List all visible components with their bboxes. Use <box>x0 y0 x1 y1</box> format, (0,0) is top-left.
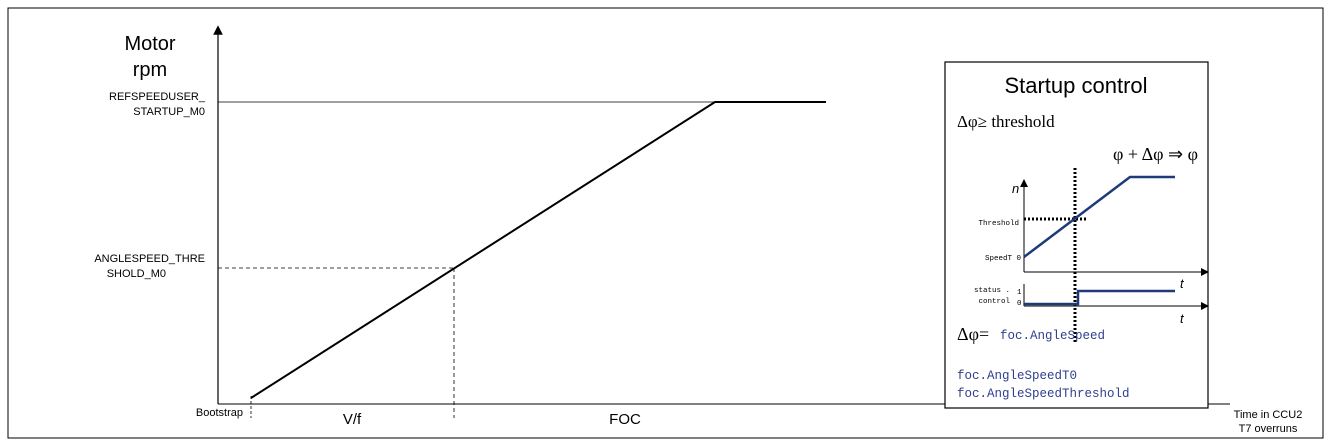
mini-t-axis-label: t <box>1180 276 1185 291</box>
bootstrap-label: Bootstrap <box>196 407 243 419</box>
var-angle-speed-threshold: foc.AngleSpeedThreshold <box>957 387 1130 401</box>
ref-speed-label-line1: REFSPEEDUSER_ <box>109 91 206 103</box>
x-axis-label-line2: T7 overruns <box>1239 423 1298 435</box>
y-axis-label-line1: Motor <box>124 33 175 55</box>
status-tick-0: 0 <box>1017 300 1022 308</box>
ref-speed-label-line2: STARTUP_M0 <box>133 106 205 118</box>
delta-phi-value: foc.AngleSpeed <box>1000 329 1105 343</box>
phase-update-rule: φ + Δφ ⇒ φ <box>1113 144 1198 164</box>
status-tick-1: 1 <box>1017 289 1022 297</box>
startup-box-frame <box>944 61 1209 409</box>
speed-ramp-line <box>250 101 826 399</box>
threshold-condition: Δφ≥ threshold <box>957 112 1055 131</box>
status-label-line1: status . <box>974 287 1010 295</box>
threshold-label-line1: ANGLESPEED_THRE <box>94 253 205 265</box>
mini-n-axis-label: n <box>1012 181 1019 196</box>
var-angle-speed-t0: foc.AngleSpeedT0 <box>957 369 1077 383</box>
mini-speedt-tick: SpeedT 0 <box>985 255 1022 263</box>
outer-frame <box>7 7 1324 439</box>
startup-box-title: Startup control <box>1004 73 1147 98</box>
main-plot: Motor rpm REFSPEEDUSER_ STARTUP_M0 ANGLE… <box>94 25 1303 435</box>
y-axis-label-line2: rpm <box>133 59 167 81</box>
foc-phase-label: FOC <box>609 411 641 428</box>
threshold-label-line2: SHOLD_M0 <box>107 268 166 280</box>
status-label-line2: control <box>978 298 1010 306</box>
mini-speed-ramp <box>1023 175 1175 258</box>
x-axis-label-line1: Time in CCU2 <box>1234 409 1303 421</box>
status-t-axis-label: t <box>1180 311 1185 326</box>
status-signal <box>1024 289 1175 306</box>
startup-control-box: Startup control Δφ≥ threshold φ + Δφ ⇒ φ… <box>944 61 1209 409</box>
vf-phase-label: V/f <box>343 411 362 428</box>
mini-threshold-tick: Threshold <box>978 220 1019 228</box>
delta-phi-label: Δφ= <box>957 324 989 344</box>
